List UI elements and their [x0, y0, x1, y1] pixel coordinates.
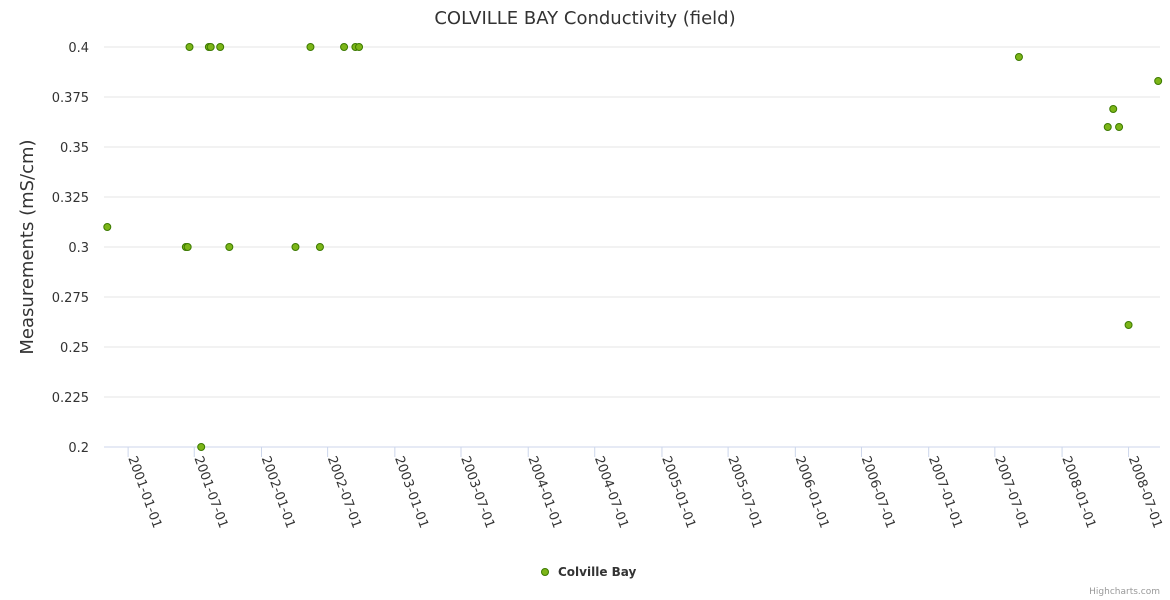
- data-point[interactable]: [315, 243, 324, 251]
- legend[interactable]: Colville Bay: [541, 565, 637, 579]
- y-tick-label: 0.375: [52, 91, 89, 106]
- legend-label[interactable]: Colville Bay: [558, 565, 637, 579]
- data-point[interactable]: [1115, 123, 1124, 131]
- x-tick-label: 2002-07-01: [324, 454, 364, 530]
- data-point[interactable]: [216, 43, 225, 51]
- y-tick-label: 0.2: [68, 441, 89, 456]
- grid-lines: [104, 46, 1160, 398]
- data-point[interactable]: [206, 43, 215, 51]
- x-tick-label: 2002-01-01: [258, 454, 298, 530]
- data-point[interactable]: [355, 43, 364, 51]
- data-point[interactable]: [1124, 321, 1133, 329]
- y-tick-label: 0.4: [68, 41, 89, 56]
- x-tick-label: 2008-01-01: [1058, 454, 1098, 530]
- x-axis-ticks: 2001-01-01 2001-07-01 2002-01-01 2002-07-01…: [124, 447, 1165, 530]
- x-tick-label: 2007-01-01: [925, 454, 965, 530]
- data-point[interactable]: [183, 243, 192, 251]
- data-point[interactable]: [1014, 53, 1023, 61]
- x-tick-label: 2005-01-01: [658, 454, 698, 530]
- data-point[interactable]: [340, 43, 349, 51]
- data-point[interactable]: [1103, 123, 1112, 131]
- x-tick-label: 2007-07-01: [991, 454, 1031, 530]
- y-axis-label: Measurements (mS/cm): [17, 139, 38, 354]
- x-tick-label: 2008-07-01: [1125, 454, 1165, 530]
- y-tick-label: 0.25: [60, 341, 89, 356]
- credits[interactable]: Highcharts.com: [1089, 587, 1160, 597]
- data-point[interactable]: [1154, 77, 1163, 85]
- x-tick-label: 2006-01-01: [792, 454, 832, 530]
- x-tick-label: 2003-01-01: [391, 454, 431, 530]
- x-tick-label: 2004-07-01: [591, 454, 631, 530]
- legend-marker[interactable]: [541, 568, 549, 576]
- data-point[interactable]: [306, 43, 315, 51]
- data-point[interactable]: [103, 223, 112, 231]
- y-tick-label: 0.35: [60, 141, 89, 156]
- data-point[interactable]: [185, 43, 194, 51]
- y-tick-label: 0.3: [68, 241, 89, 256]
- data-point[interactable]: [225, 243, 234, 251]
- x-tick-label: 2004-01-01: [524, 454, 564, 530]
- data-point[interactable]: [1109, 105, 1118, 113]
- y-tick-label: 0.275: [52, 291, 89, 306]
- x-tick-label: 2001-07-01: [190, 454, 230, 530]
- y-tick-label: 0.225: [52, 391, 89, 406]
- y-axis-ticks: 0.2 0.225 0.25 0.275 0.3 0.325 0.35 0.375 0.4: [52, 41, 89, 456]
- data-point[interactable]: [291, 243, 300, 251]
- chart-title: COLVILLE BAY Conductivity (field): [434, 8, 735, 29]
- x-tick-label: 2006-07-01: [858, 454, 898, 530]
- x-tick-label: 2001-01-01: [124, 454, 164, 530]
- y-tick-label: 0.325: [52, 191, 89, 206]
- data-point[interactable]: [197, 443, 206, 451]
- x-tick-label: 2003-07-01: [457, 454, 497, 530]
- x-tick-label: 2005-07-01: [724, 454, 764, 530]
- series-points: [103, 43, 1163, 451]
